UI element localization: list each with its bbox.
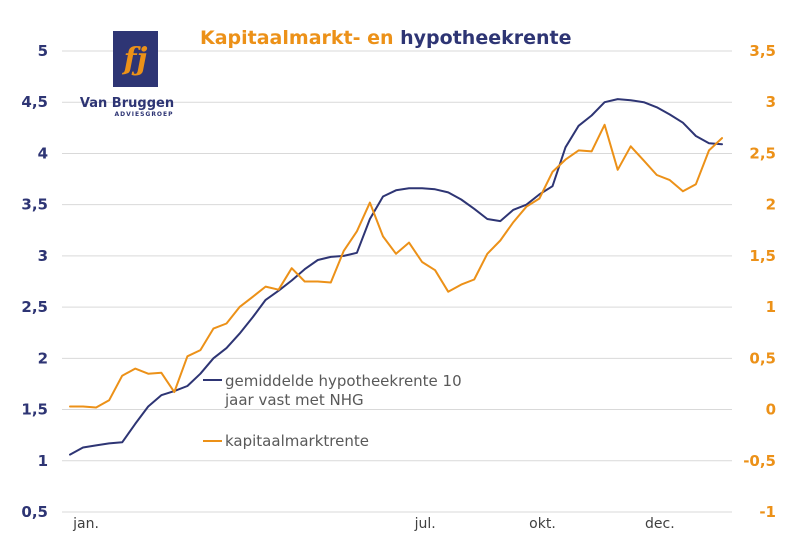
legend-label-kapitaalmarktrente: kapitaalmarktrente	[225, 432, 369, 450]
left-tick-label: 2,5	[21, 298, 48, 316]
x-axis: jan. jul. okt. dec.	[72, 516, 674, 532]
right-tick-label: 1	[766, 298, 776, 316]
right-tick-label: 0	[766, 401, 776, 419]
right-axis: -1 -0,5 0 0,5 1 1,5 2 2,5 3 3,5	[743, 42, 776, 521]
gridlines	[62, 50, 732, 513]
x-tick-label: jul.	[414, 516, 436, 532]
legend-label-hypotheekrente-line2: jaar vast met NHG	[224, 391, 364, 409]
left-tick-label: 5	[38, 42, 48, 60]
logo-mark-background	[113, 31, 158, 87]
logo-subtitle: ADVIESGROEP	[114, 111, 173, 118]
chart-title-part-1: Kapitaalmarkt- en	[200, 27, 400, 49]
left-tick-label: 1	[38, 452, 48, 470]
chart-title: Kapitaalmarkt- en hypotheekrente	[200, 27, 571, 49]
left-axis: 0,5 1 1,5 2 2,5 3 3,5 4 4,5 5	[21, 42, 48, 521]
right-tick-label: 1,5	[749, 247, 776, 265]
logo-name: Van Bruggen	[80, 96, 174, 111]
x-tick-label: jan.	[72, 516, 99, 532]
left-tick-label: 2	[38, 349, 48, 367]
left-tick-label: 0,5	[21, 503, 48, 521]
series-line-hypotheekrente	[69, 98, 723, 456]
left-tick-label: 3,5	[21, 196, 48, 214]
right-tick-label: 3	[766, 93, 776, 111]
chart-title-part-2: hypotheekrente	[400, 27, 571, 49]
left-tick-label: 1,5	[21, 401, 48, 419]
legend: gemiddelde hypotheekrente 10 jaar vast m…	[203, 372, 462, 450]
legend-label-hypotheekrente-line1: gemiddelde hypotheekrente 10	[225, 372, 462, 390]
right-tick-label: 2	[766, 196, 776, 214]
right-tick-label: -0,5	[743, 452, 776, 470]
right-tick-label: 3,5	[749, 42, 776, 60]
series-line-kapitaalmarktrente	[69, 123, 723, 409]
logo-mark-letters: fj	[122, 42, 148, 77]
left-tick-label: 3	[38, 247, 48, 265]
left-tick-label: 4	[38, 144, 48, 162]
right-tick-label: 0,5	[749, 349, 776, 367]
company-logo: fj Van Bruggen ADVIESGROEP	[80, 31, 174, 118]
left-tick-label: 4,5	[21, 93, 48, 111]
right-tick-label: -1	[759, 503, 776, 521]
series-lines	[69, 98, 723, 456]
x-tick-label: dec.	[645, 516, 675, 532]
right-tick-label: 2,5	[749, 144, 776, 162]
x-tick-label: okt.	[529, 516, 556, 532]
